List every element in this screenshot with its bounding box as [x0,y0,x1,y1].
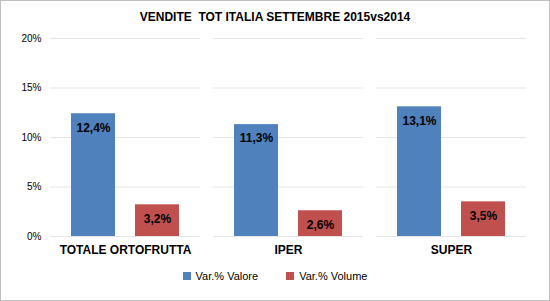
svg-text:11,3%: 11,3% [240,131,274,145]
svg-text:0%: 0% [27,231,42,242]
html-text:Var.% Valore: Var.% Valore [195,270,259,282]
svg-text:12,4%: 12,4% [76,121,110,135]
html-text:Var.% Volume: Var.% Volume [299,270,368,282]
svg-text:TOTALE ORTOFRUTTA: TOTALE ORTOFRUTTA [60,243,192,257]
svg-text:2,6%: 2,6% [307,218,335,232]
html-text:VENDITE TOT ITALIA SETTEMBRE 2: VENDITE TOT ITALIA SETTEMBRE 2015vs2014 [139,10,411,24]
svg-text:15%: 15% [21,82,41,93]
svg-text:13,1%: 13,1% [402,114,436,128]
svg-text:SUPER: SUPER [431,243,473,257]
svg-text:IPER: IPER [274,243,302,257]
svg-text:3,2%: 3,2% [144,212,172,226]
svg-text:3,5%: 3,5% [470,209,498,223]
svg-text:10%: 10% [21,132,41,143]
svg-text:20%: 20% [21,33,41,44]
svg-text:5%: 5% [27,181,42,192]
